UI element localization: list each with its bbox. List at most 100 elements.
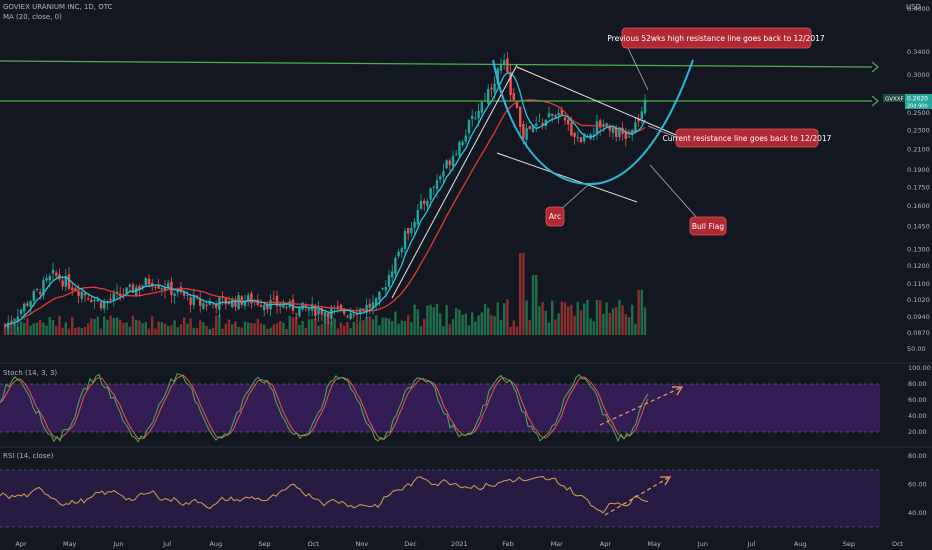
price-tick: 0.4000 [907, 5, 930, 13]
price-tick: 0.1600 [907, 202, 930, 210]
volume-bar [71, 316, 74, 335]
volume-bar [595, 299, 599, 335]
time-tick: 2021 [451, 540, 468, 548]
flag-lower-line[interactable] [496, 152, 638, 203]
flag-upper-line[interactable] [516, 66, 677, 136]
candle-body [26, 303, 29, 306]
volume-bar [554, 319, 557, 335]
volume-bar [237, 326, 240, 335]
volume-bar [304, 327, 307, 335]
time-tick: May [63, 540, 77, 548]
candle-body [279, 304, 282, 307]
candle-body [93, 299, 96, 301]
candle-body [125, 287, 128, 294]
candle-body [55, 272, 58, 276]
volume-bar [384, 317, 387, 335]
candle-body [595, 121, 599, 135]
candle-body [391, 271, 394, 278]
candle-body [637, 119, 640, 122]
volume-bar [211, 327, 215, 335]
resistance-line-52wk[interactable] [0, 60, 873, 68]
price-tick: 0.1900 [907, 166, 930, 174]
volume-bar [288, 315, 291, 335]
candle-body [368, 303, 371, 308]
time-tick: Dec [404, 540, 417, 548]
volume-bar [291, 317, 295, 335]
candle-body [205, 304, 208, 306]
volume-bar [336, 328, 339, 335]
candle-body [627, 136, 631, 138]
candle-body [560, 109, 563, 116]
volume-bar [183, 317, 186, 335]
volume-bar [106, 319, 109, 335]
candle-body [643, 99, 647, 114]
uptrend-line[interactable] [391, 64, 518, 299]
volume-bar [234, 321, 237, 335]
candle-body [579, 137, 583, 142]
volume-bar [637, 290, 640, 335]
stoch-tick: 100.00 [908, 364, 931, 372]
candle-body [403, 231, 407, 250]
volume-bar [205, 325, 208, 335]
volume-bar [157, 321, 160, 335]
candle-body [573, 133, 576, 137]
volume-bar [215, 315, 218, 335]
annotation-current-resistance[interactable]: Current resistance line goes back to 12/… [663, 128, 832, 148]
volume-bar [317, 325, 320, 335]
candle-body [458, 141, 461, 156]
volume-bar [589, 318, 592, 335]
annotation-bull-flag[interactable]: Bull Flag [689, 216, 727, 236]
candle-body [61, 280, 64, 287]
price-tick: 0.1300 [907, 245, 930, 253]
volume-bar [80, 328, 83, 335]
volume-bar [253, 323, 256, 335]
stoch-legend: Stoch (14, 3, 3) [3, 369, 57, 377]
candle-body [551, 113, 554, 116]
candle-body [320, 307, 323, 315]
candle-body [336, 306, 339, 308]
price-tick: 0.1020 [907, 296, 930, 304]
rsi-trend-arrow [604, 477, 669, 516]
candle-body [394, 257, 397, 274]
arc-curve[interactable] [492, 59, 694, 186]
volume-bar [560, 301, 563, 335]
candle-body [477, 110, 480, 119]
candle-body [272, 298, 275, 300]
volume-bar [221, 328, 224, 335]
rsi-band [0, 470, 880, 527]
candle-body [234, 300, 237, 307]
time-axis: Apr May Jun Jul Aug Sep Oct Nov Dec 2021 Feb Mar Apr… [15, 540, 903, 548]
volume-bar [355, 323, 359, 335]
candle-body [323, 312, 327, 317]
time-tick: Feb [502, 540, 514, 548]
volume-bar [256, 318, 259, 335]
volume-bar [96, 316, 99, 335]
candle-body [528, 125, 531, 130]
volume-bar [263, 324, 266, 335]
candle-body [608, 125, 611, 131]
stoch-d-line [0, 374, 649, 441]
volume-bar [375, 315, 378, 335]
candle-body [541, 123, 544, 126]
annotation-arc[interactable]: Arc [545, 206, 565, 227]
time-tick: May [647, 540, 661, 548]
candle-body [112, 293, 115, 301]
volume-bar [154, 328, 157, 335]
volume-bar [515, 326, 519, 335]
price-tick: 0.3400 [907, 48, 930, 56]
candle-body [490, 87, 493, 90]
candle-body [263, 305, 266, 311]
candle-body [48, 275, 51, 281]
candle-body [381, 287, 384, 290]
candle-body [74, 288, 77, 292]
rsi-series-line [0, 475, 649, 514]
volume-bar [266, 328, 269, 335]
volume-bar [119, 319, 122, 335]
candle-body [173, 293, 176, 296]
volume-bar [461, 314, 464, 335]
annotation-52wk[interactable]: Previous 52wks high resistance line goes… [607, 27, 825, 49]
candle-body [426, 200, 429, 206]
candle-body [250, 293, 253, 304]
volume-bar [275, 323, 279, 335]
